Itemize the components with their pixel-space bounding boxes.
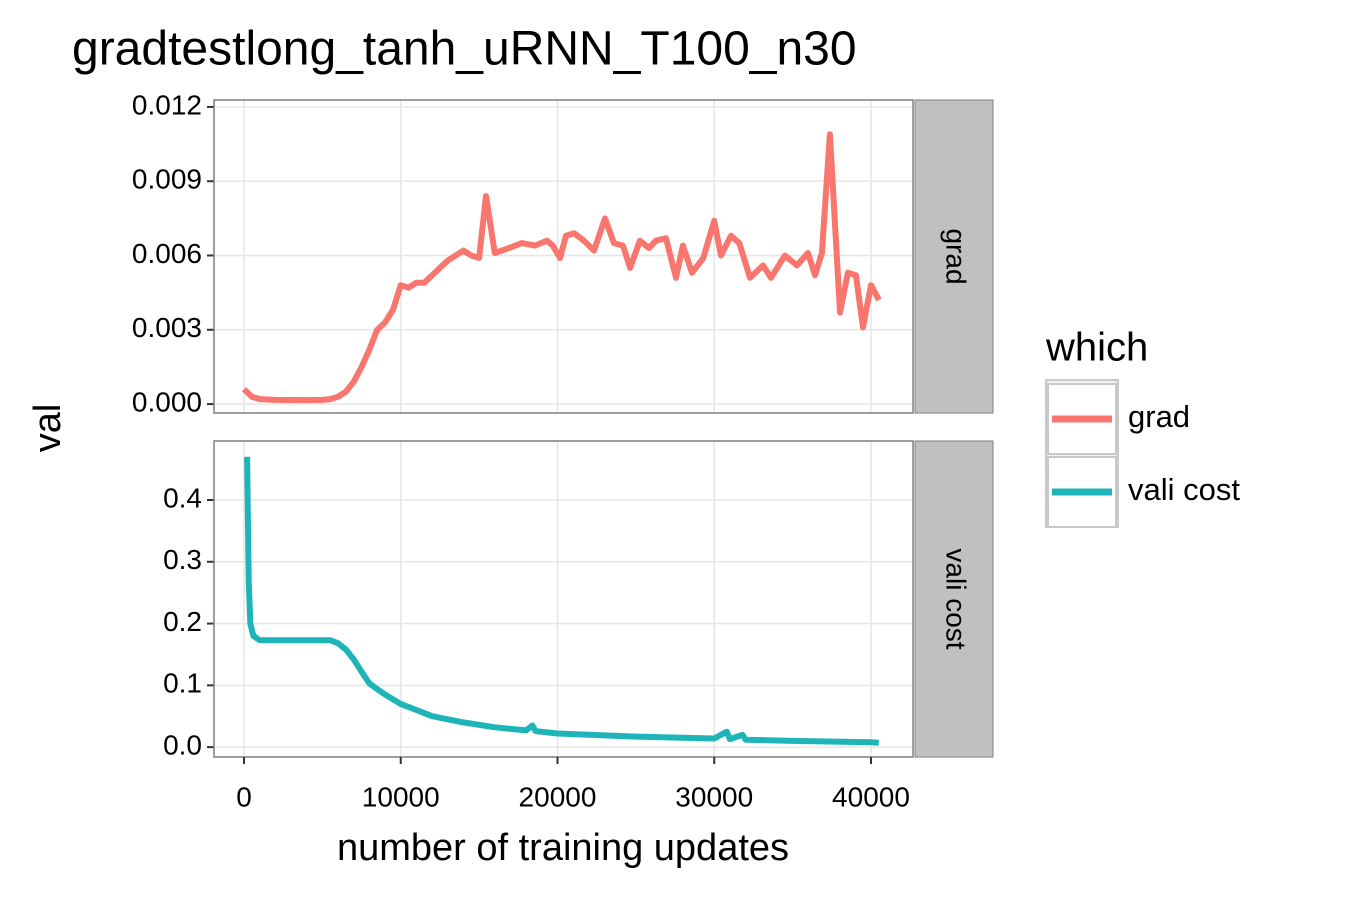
- y-tick-label: 0.0: [163, 730, 202, 761]
- x-tick-label: 20000: [519, 781, 597, 812]
- chart-title: gradtestlong_tanh_uRNN_T100_n30: [72, 23, 857, 76]
- panel-background: [214, 441, 913, 757]
- data-line: [241, 131, 882, 404]
- legend-label: vali cost: [1128, 472, 1240, 507]
- y-tick-label: 0.1: [163, 668, 202, 699]
- y-tick-label: 0.012: [132, 89, 202, 120]
- y-tick-label: 0.006: [132, 238, 202, 269]
- strip: [914, 99, 994, 414]
- panel-border: [213, 99, 914, 414]
- x-tick-label: 30000: [675, 781, 753, 812]
- legend-title: which: [1045, 326, 1148, 370]
- y-tick-label: 0.003: [132, 312, 202, 343]
- strip-label: grad: [941, 228, 972, 284]
- panel-border: [213, 440, 914, 758]
- y-tick-label: 0.000: [132, 386, 202, 417]
- legend-label: grad: [1128, 399, 1190, 434]
- x-tick-label: 0: [236, 781, 252, 812]
- x-tick-label: 10000: [362, 781, 440, 812]
- y-tick-label: 0.3: [163, 544, 202, 575]
- y-tick-label: 0.009: [132, 164, 202, 195]
- y-tick-label: 0.2: [163, 606, 202, 637]
- strip: [914, 440, 994, 758]
- x-axis-label: number of training updates: [337, 827, 789, 869]
- data-line: [244, 456, 880, 746]
- y-tick-label: 0.4: [163, 482, 202, 513]
- y-axis-label: val: [27, 404, 69, 453]
- strip-label: vali cost: [941, 548, 972, 649]
- x-tick-label: 40000: [832, 781, 910, 812]
